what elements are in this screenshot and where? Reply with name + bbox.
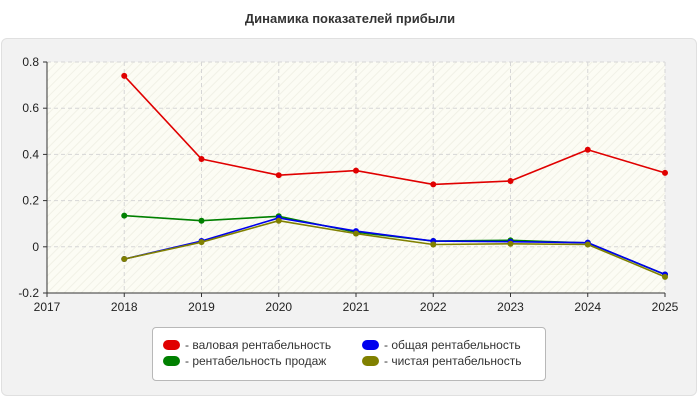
data-point-0 <box>430 181 437 188</box>
chart-title: Динамика показателей прибыли <box>244 11 456 26</box>
x-tick-label: 2017 <box>34 300 61 314</box>
x-tick-label: 2023 <box>497 300 524 314</box>
y-tick-label: -0.2 <box>18 286 39 300</box>
legend-label: - чистая рентабельность <box>384 354 522 368</box>
legend-label: - общая рентабельность <box>384 338 521 352</box>
data-point-0 <box>121 72 128 79</box>
series-line-2 <box>124 217 666 276</box>
legend-label: - рентабельность продаж <box>185 354 327 368</box>
x-tick-label: 2019 <box>188 300 215 314</box>
data-point-3 <box>198 239 205 246</box>
x-tick-label: 2021 <box>343 300 370 314</box>
data-point-3 <box>353 230 359 237</box>
legend-swatch-red <box>163 340 180 350</box>
data-point-0 <box>584 146 591 153</box>
legend-label: - валовая рентабельность <box>185 338 332 352</box>
data-point-0 <box>198 156 205 163</box>
data-point-3 <box>507 240 514 247</box>
data-point-0 <box>507 177 514 184</box>
x-tick-label: 2024 <box>574 300 601 314</box>
x-tick-label: 2020 <box>265 300 292 314</box>
legend-swatch-green <box>163 356 180 366</box>
legend-swatch-olive <box>362 356 379 366</box>
legend-swatch-blue <box>362 340 379 350</box>
data-point-1 <box>198 217 205 224</box>
y-tick-label: 0.6 <box>22 101 39 115</box>
data-point-3 <box>662 273 668 280</box>
y-tick-label: 0 <box>32 240 39 254</box>
legend: - валовая рентабельность - общая рентабе… <box>152 327 546 381</box>
x-tick-label: 2018 <box>111 300 138 314</box>
series-lines <box>121 72 668 280</box>
data-point-0 <box>662 169 668 176</box>
data-point-0 <box>353 167 359 174</box>
y-tick-label: 0.2 <box>22 194 39 208</box>
data-point-3 <box>430 241 437 248</box>
x-tick-label: 2022 <box>420 300 447 314</box>
series-line-3 <box>124 219 666 278</box>
data-point-1 <box>121 212 128 219</box>
data-point-3 <box>275 217 282 224</box>
x-tick-label: 2025 <box>652 300 679 314</box>
data-point-3 <box>584 241 591 248</box>
grid-lines <box>47 61 666 293</box>
data-point-3 <box>121 256 128 263</box>
y-tick-label: 0.4 <box>22 147 39 161</box>
data-point-0 <box>275 172 282 179</box>
series-line-0 <box>123 75 666 186</box>
axis-ticks: -0.2 0 0.2 0.4 0.6 0.8 2017 2018 2019 2020 2021 202… <box>18 55 678 314</box>
y-tick-label: 0.8 <box>22 55 39 69</box>
